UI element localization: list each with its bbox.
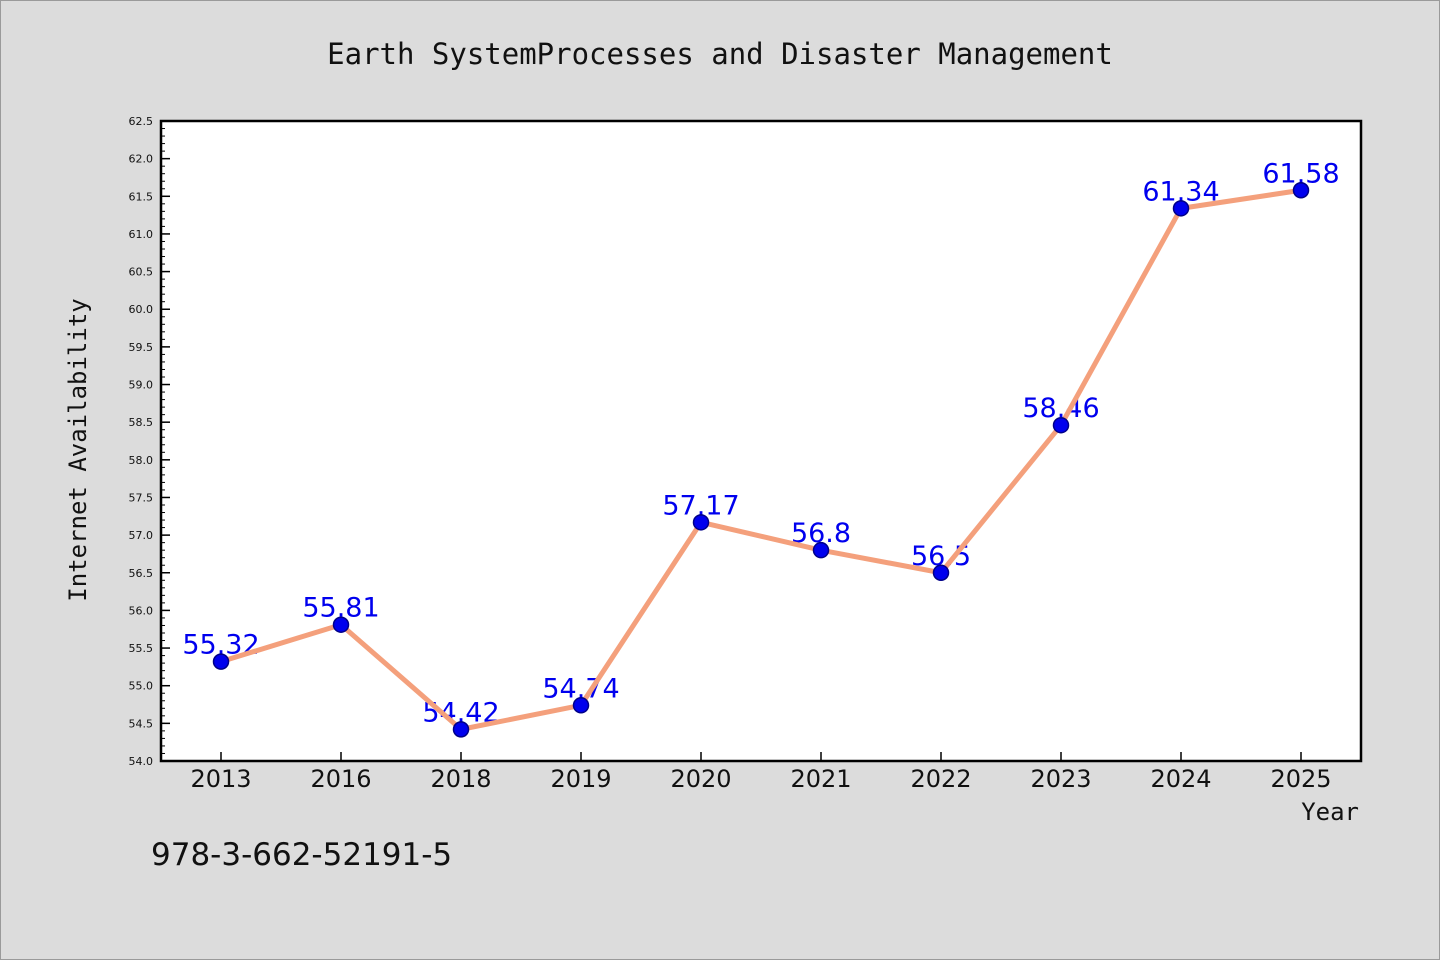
plot-area: [159, 119, 1363, 763]
y-tick-label: 59.0: [129, 379, 154, 392]
y-tick-label: 59.5: [129, 341, 154, 354]
data-point: [932, 564, 950, 582]
x-tick-label: 2023: [1030, 765, 1091, 793]
y-tick-label: 54.0: [129, 755, 154, 768]
x-tick-label: 2021: [790, 765, 851, 793]
data-point: [812, 541, 830, 559]
y-tick-label: 55.0: [129, 680, 154, 693]
x-tick-label: 2022: [910, 765, 971, 793]
y-tick-label: 61.0: [129, 228, 154, 241]
y-tick-label: 62.5: [129, 115, 154, 128]
isbn-footer: 978-3-662-52191-5: [151, 837, 452, 873]
y-tick-label: 61.5: [129, 190, 154, 203]
y-axis-label: Internet Availability: [64, 298, 92, 601]
x-tick-label: 2016: [310, 765, 371, 793]
y-tick-label: 62.0: [129, 153, 154, 166]
series-layer: [212, 182, 1310, 738]
y-tick-label: 60.0: [129, 303, 154, 316]
data-point: [1172, 200, 1190, 217]
series-line: [218, 187, 1304, 732]
data-label-layer: 55.3255.8154.4254.7457.1756.856.558.4661…: [182, 158, 1339, 728]
y-tick-label: 57.5: [129, 491, 154, 504]
x-tick-label: 2019: [550, 765, 611, 793]
x-tick-label: 2020: [670, 765, 731, 793]
data-point: [452, 721, 470, 738]
x-tick-label: 2024: [1150, 765, 1211, 793]
data-point: [1052, 416, 1070, 434]
y-tick-label: 55.5: [129, 642, 154, 655]
data-point: [692, 514, 710, 531]
y-axis-ticks: 54.0 54.5 55.0 55.5 56.0 56.5 57.0 57.5 58.0 58.5…: [129, 115, 170, 768]
y-tick-label: 56.0: [129, 604, 154, 617]
x-tick-label: 2018: [430, 765, 491, 793]
data-point: [332, 616, 350, 633]
y-tick-label: 58.5: [129, 416, 154, 429]
x-axis-ticks: 2013 2016 2018 2019 2020 2021 2022 2023 2024 2025: [190, 752, 1332, 793]
x-tick-label: 2025: [1270, 765, 1331, 793]
x-tick-label: 2013: [190, 765, 251, 793]
data-point: [572, 697, 590, 714]
x-axis-label: Year: [1301, 798, 1359, 826]
y-tick-label: 58.0: [129, 454, 154, 467]
y-tick-label: 56.5: [129, 567, 154, 580]
y-tick-label: 57.0: [129, 529, 154, 542]
y-tick-label: 54.5: [129, 717, 154, 730]
data-point: [212, 653, 230, 670]
y-tick-label: 60.5: [129, 266, 154, 279]
data-point: [1292, 182, 1310, 199]
chart-title: Earth SystemProcesses and Disaster Manag…: [327, 37, 1113, 71]
